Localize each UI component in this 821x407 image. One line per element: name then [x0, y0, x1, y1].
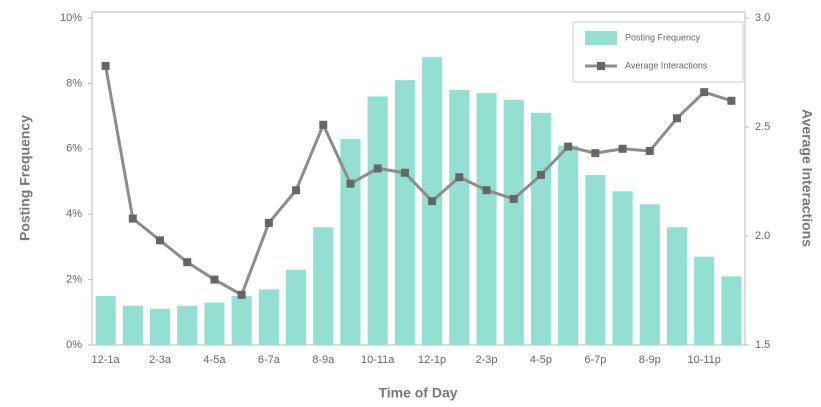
x-tick-label: 2-3p [476, 354, 498, 366]
y2-tick-label: 3.0 [755, 12, 770, 24]
marker [482, 186, 491, 195]
marker [509, 194, 518, 203]
x-tick-label: 12-1p [418, 354, 446, 366]
x-tick-label: 6-7a [258, 354, 281, 366]
bar [149, 309, 171, 345]
marker [101, 61, 110, 70]
bar [313, 227, 334, 345]
bar [639, 204, 660, 345]
bar [449, 89, 470, 345]
marker [346, 179, 355, 188]
bar [340, 138, 361, 345]
legend-label: Average Interactions [625, 60, 708, 70]
marker [672, 114, 681, 123]
bar [231, 295, 252, 345]
marker [536, 170, 545, 179]
x-tick-label: 4-5a [203, 354, 226, 366]
bar [285, 269, 307, 345]
line [104, 65, 732, 298]
marker [373, 164, 382, 173]
bar [694, 256, 715, 345]
bar [394, 80, 415, 345]
bar [95, 295, 116, 345]
x-tick-label: 8-9a [312, 354, 335, 366]
bar [666, 227, 688, 345]
bar [367, 96, 388, 345]
x-tick-label: 4-5p [530, 354, 552, 366]
marker [618, 144, 627, 153]
marker [700, 88, 709, 97]
y-tick-label: 0% [66, 339, 82, 351]
y-tick-label: 10% [60, 12, 82, 24]
y2-tick-label: 2.0 [755, 230, 770, 242]
y-tick-label: 6% [66, 143, 82, 155]
y-axis-title: Posting Frequency [17, 115, 33, 241]
marker [237, 290, 246, 299]
bar [503, 99, 524, 345]
bar [476, 93, 497, 346]
marker [591, 149, 600, 158]
y-tick-label: 8% [66, 77, 82, 89]
marker [400, 168, 409, 177]
y2-tick-label: 1.5 [755, 339, 770, 351]
x-tick-label: 12-1a [92, 354, 121, 366]
legend-label: Posting Frequency [625, 32, 701, 42]
x-tick-label: 6-7p [584, 354, 606, 366]
bar [258, 289, 279, 345]
bar [721, 276, 742, 345]
bar [585, 174, 606, 345]
legend-swatch [585, 31, 617, 45]
bar [612, 191, 633, 345]
x-tick-label: 2-3a [149, 354, 172, 366]
marker [319, 120, 328, 129]
legend-swatch [597, 62, 605, 70]
marker [128, 214, 137, 223]
bar [530, 112, 552, 345]
y2-axis-title: Average Interactions [799, 109, 815, 247]
marker [645, 146, 654, 155]
x-tick-label: 8-9p [639, 354, 661, 366]
marker [292, 186, 301, 195]
marker [183, 258, 192, 267]
x-tick-label: 10-11a [361, 354, 395, 366]
plot-frame [91, 11, 746, 346]
marker [156, 236, 165, 245]
y2-tick-label: 2.5 [755, 121, 770, 133]
y-tick-label: 2% [66, 274, 82, 286]
bar [122, 305, 143, 345]
marker [564, 142, 573, 151]
marker [428, 197, 437, 206]
x-axis-title: Time of Day [378, 385, 457, 401]
marker [210, 275, 219, 284]
marker [264, 218, 273, 227]
marker [727, 96, 736, 105]
bar [558, 145, 579, 345]
marker [455, 173, 464, 182]
y-tick-label: 4% [66, 208, 82, 220]
bar [177, 305, 198, 345]
x-tick-label: 10-11p [687, 354, 720, 366]
bar [204, 302, 225, 345]
